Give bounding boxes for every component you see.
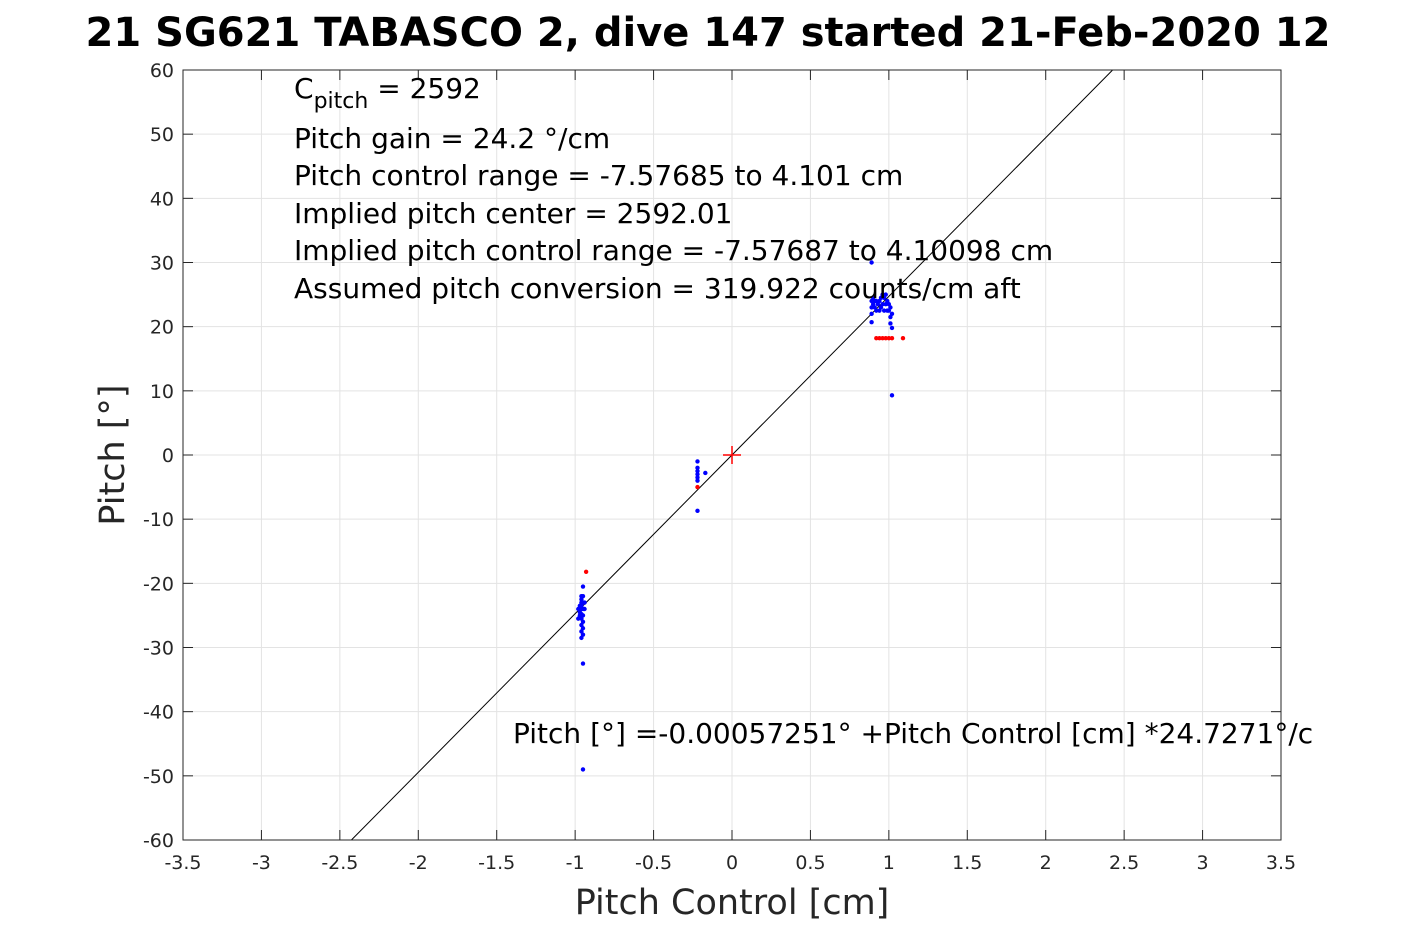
annotation-pitch-control-range: Pitch control range = -7.57685 to 4.101 … [294, 159, 903, 192]
x-axis-label: Pitch Control [cm] [575, 883, 890, 923]
data-point [582, 600, 587, 605]
annotation-pitch-conversion: Assumed pitch conversion = 319.922 count… [294, 272, 1021, 305]
data-point [883, 292, 888, 297]
y-tick-label: 20 [150, 317, 174, 339]
x-tick-label: 3.5 [1266, 852, 1296, 874]
x-tick-label: -3.5 [164, 852, 201, 874]
y-tick-label: -20 [143, 573, 174, 595]
c-pitch-value: = 2592 [368, 72, 481, 105]
chart-title: 21 SG621 TABASCO 2, dive 147 started 21-… [86, 10, 1331, 56]
data-point [580, 613, 586, 618]
x-tick-label: 1.5 [952, 852, 982, 874]
center-marker-layer [723, 446, 741, 464]
data-point [580, 767, 586, 772]
x-tick-label: 3 [1197, 852, 1209, 874]
annotation-c-pitch: Cpitch = 2592 [294, 72, 481, 114]
data-point [695, 468, 700, 474]
data-point [888, 321, 893, 326]
y-tick-label: -40 [143, 702, 174, 724]
data-point [580, 584, 586, 589]
data-point [880, 302, 885, 307]
data-point [580, 632, 586, 637]
y-axis-label: Pitch [°] [93, 384, 133, 525]
x-tick-label: 0.5 [795, 852, 825, 874]
data-point [880, 336, 885, 341]
x-tick-label: 2.5 [1109, 852, 1139, 874]
data-point [695, 508, 700, 514]
data-point [695, 459, 700, 464]
annotation-implied-pitch-center: Implied pitch center = 2592.01 [294, 197, 732, 230]
data-point [695, 472, 700, 477]
y-tick-label: 0 [162, 445, 174, 467]
points-layer [576, 260, 906, 772]
data-point [580, 626, 586, 631]
data-point [877, 336, 882, 341]
data-point [886, 336, 892, 341]
x-tick-label: 2 [1040, 852, 1052, 874]
y-tick-label: 60 [150, 60, 174, 82]
c-pitch-symbol: C [294, 72, 314, 105]
c-pitch-subscript: pitch [314, 89, 369, 114]
x-tick-label: -1 [566, 852, 585, 874]
y-tick-label: 50 [150, 124, 174, 146]
data-point [695, 478, 700, 483]
data-point [881, 308, 887, 313]
data-point [874, 308, 879, 313]
annotation-implied-control-range: Implied pitch control range = -7.57687 t… [294, 234, 1053, 267]
y-tick-label: -30 [143, 638, 174, 660]
data-point [874, 336, 879, 341]
data-point [883, 336, 888, 341]
annotation-fit-equation: Pitch [°] =-0.00057251° +Pitch Control [… [513, 717, 1313, 750]
data-point [869, 260, 874, 265]
data-point [889, 336, 895, 341]
data-point [695, 475, 700, 480]
data-point [582, 606, 587, 612]
annotation-pitch-gain: Pitch gain = 24.2 °/cm [294, 122, 610, 155]
x-tick-label: 0 [726, 852, 738, 874]
data-point [703, 470, 708, 476]
data-point [695, 484, 700, 490]
data-point [869, 319, 874, 325]
y-tick-label: 10 [150, 381, 174, 403]
data-point [888, 305, 893, 310]
x-tick-label: -0.5 [635, 852, 672, 874]
data-point [889, 393, 895, 398]
data-point [580, 661, 586, 666]
x-tick-label: -1.5 [478, 852, 515, 874]
x-tick-label: 1 [883, 852, 895, 874]
data-point [869, 311, 874, 317]
y-tick-label: -50 [143, 766, 174, 788]
data-point [580, 619, 586, 625]
data-point [900, 336, 906, 341]
x-tick-label: -3 [252, 852, 271, 874]
data-point [695, 465, 700, 471]
data-point [579, 593, 584, 599]
y-tick-label: 40 [150, 188, 174, 210]
data-point [576, 606, 581, 612]
y-tick-label: -60 [143, 830, 174, 852]
data-point [889, 325, 895, 331]
data-point [583, 569, 589, 574]
y-axis-ticks: 60 50 40 30 20 10 0 -10 -20 -30 -40 -50 -60 [143, 60, 1281, 852]
x-axis-ticks: -3.5 -3 -2.5 -2 -1.5 -1 -0.5 0 0.5 1 1.5 2 2.5 3 3.5 [164, 70, 1296, 874]
data-point [889, 311, 895, 317]
x-tick-label: -2 [409, 852, 428, 874]
y-tick-label: 30 [150, 253, 174, 275]
x-tick-label: -2.5 [321, 852, 358, 874]
y-tick-label: -10 [143, 509, 174, 531]
data-point [576, 616, 581, 621]
